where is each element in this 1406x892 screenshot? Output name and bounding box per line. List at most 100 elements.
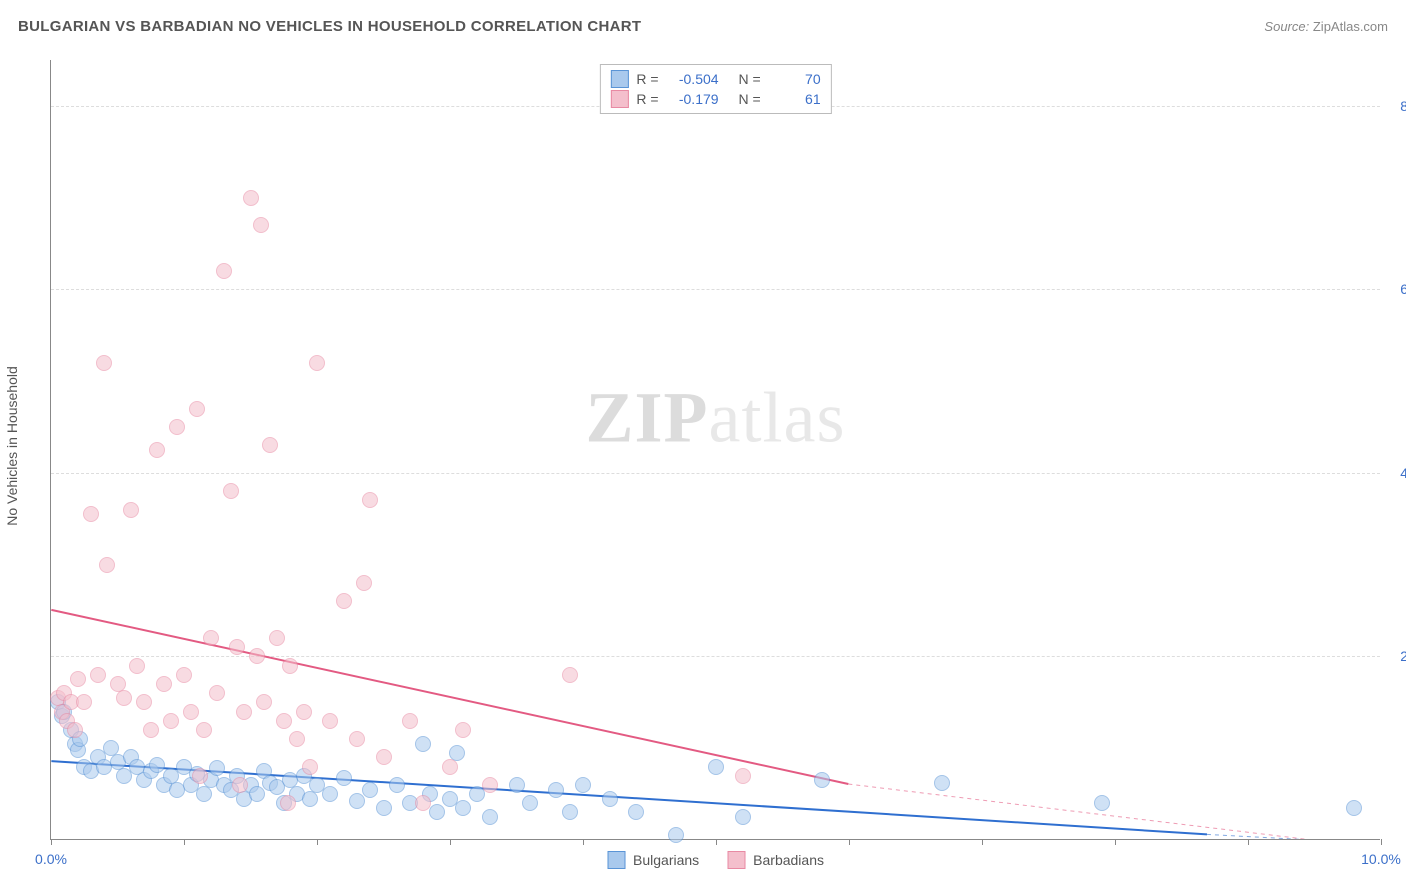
bottom-legend: Bulgarians Barbadians (607, 851, 824, 869)
legend-stats-row: R = -0.504 N = 70 (610, 69, 820, 89)
data-point (735, 768, 751, 784)
data-point (203, 630, 219, 646)
data-point (336, 593, 352, 609)
data-point (196, 786, 212, 802)
data-point (70, 671, 86, 687)
data-point (123, 502, 139, 518)
x-tick (1115, 839, 1116, 845)
data-point (256, 694, 272, 710)
data-point (280, 795, 296, 811)
data-point (402, 713, 418, 729)
data-point (116, 690, 132, 706)
data-point (934, 775, 950, 791)
data-point (276, 713, 292, 729)
trend-lines (51, 60, 1380, 839)
data-point (389, 777, 405, 793)
data-point (76, 694, 92, 710)
data-point (442, 759, 458, 775)
legend-label: Bulgarians (633, 852, 699, 868)
data-point (575, 777, 591, 793)
data-point (90, 667, 106, 683)
data-point (322, 713, 338, 729)
data-point (349, 731, 365, 747)
x-tick (450, 839, 451, 845)
y-axis-title: No Vehicles in Household (4, 366, 20, 526)
x-tick-label: 10.0% (1361, 851, 1401, 867)
data-point (628, 804, 644, 820)
data-point (96, 355, 112, 371)
legend-swatch-barbadians (610, 90, 628, 108)
legend-n-value: 61 (769, 91, 821, 107)
data-point (356, 575, 372, 591)
x-tick (1381, 839, 1382, 845)
data-point (415, 795, 431, 811)
data-point (548, 782, 564, 798)
data-point (322, 786, 338, 802)
data-point (149, 757, 165, 773)
x-tick-label: 0.0% (35, 851, 67, 867)
x-tick (1248, 839, 1249, 845)
legend-swatch-barbadians (727, 851, 745, 869)
x-tick (317, 839, 318, 845)
legend-label: Barbadians (753, 852, 824, 868)
y-tick-label: 60.0% (1385, 281, 1406, 297)
legend-r-label: R = (636, 91, 658, 107)
data-point (232, 777, 248, 793)
data-point (192, 768, 208, 784)
data-point (209, 685, 225, 701)
legend-n-value: 70 (769, 71, 821, 87)
data-point (253, 217, 269, 233)
legend-stats-row: R = -0.179 N = 61 (610, 89, 820, 109)
data-point (482, 777, 498, 793)
chart-plot-area: ZIPatlas 20.0%40.0%60.0%80.0% 0.0%10.0% … (50, 60, 1380, 840)
gridline (51, 289, 1380, 290)
y-tick-label: 40.0% (1385, 465, 1406, 481)
x-tick (583, 839, 584, 845)
data-point (143, 722, 159, 738)
data-point (176, 667, 192, 683)
watermark-right: atlas (709, 378, 846, 458)
x-tick (184, 839, 185, 845)
data-point (243, 190, 259, 206)
data-point (482, 809, 498, 825)
data-point (302, 759, 318, 775)
data-point (349, 793, 365, 809)
legend-r-value: -0.179 (667, 91, 719, 107)
data-point (83, 506, 99, 522)
data-point (289, 731, 305, 747)
data-point (562, 667, 578, 683)
data-point (262, 437, 278, 453)
chart-title: BULGARIAN VS BARBADIAN NO VEHICLES IN HO… (18, 18, 641, 35)
gridline (51, 473, 1380, 474)
data-point (302, 791, 318, 807)
data-point (455, 800, 471, 816)
legend-swatch-bulgarians (610, 70, 628, 88)
watermark-left: ZIP (586, 378, 709, 458)
data-point (196, 722, 212, 738)
legend-item-bulgarians: Bulgarians (607, 851, 699, 869)
data-point (376, 749, 392, 765)
data-point (282, 658, 298, 674)
legend-n-label: N = (738, 71, 760, 87)
legend-swatch-bulgarians (607, 851, 625, 869)
data-point (336, 770, 352, 786)
data-point (163, 713, 179, 729)
data-point (309, 355, 325, 371)
data-point (602, 791, 618, 807)
data-point (522, 795, 538, 811)
legend-r-value: -0.504 (667, 71, 719, 87)
y-tick-label: 20.0% (1385, 648, 1406, 664)
data-point (1346, 800, 1362, 816)
data-point (1094, 795, 1110, 811)
data-point (269, 630, 285, 646)
data-point (415, 736, 431, 752)
legend-r-label: R = (636, 71, 658, 87)
data-point (376, 800, 392, 816)
data-point (668, 827, 684, 843)
source-attribution: Source: ZipAtlas.com (1264, 19, 1388, 34)
data-point (149, 442, 165, 458)
data-point (249, 648, 265, 664)
data-point (156, 676, 172, 692)
data-point (136, 694, 152, 710)
data-point (735, 809, 751, 825)
